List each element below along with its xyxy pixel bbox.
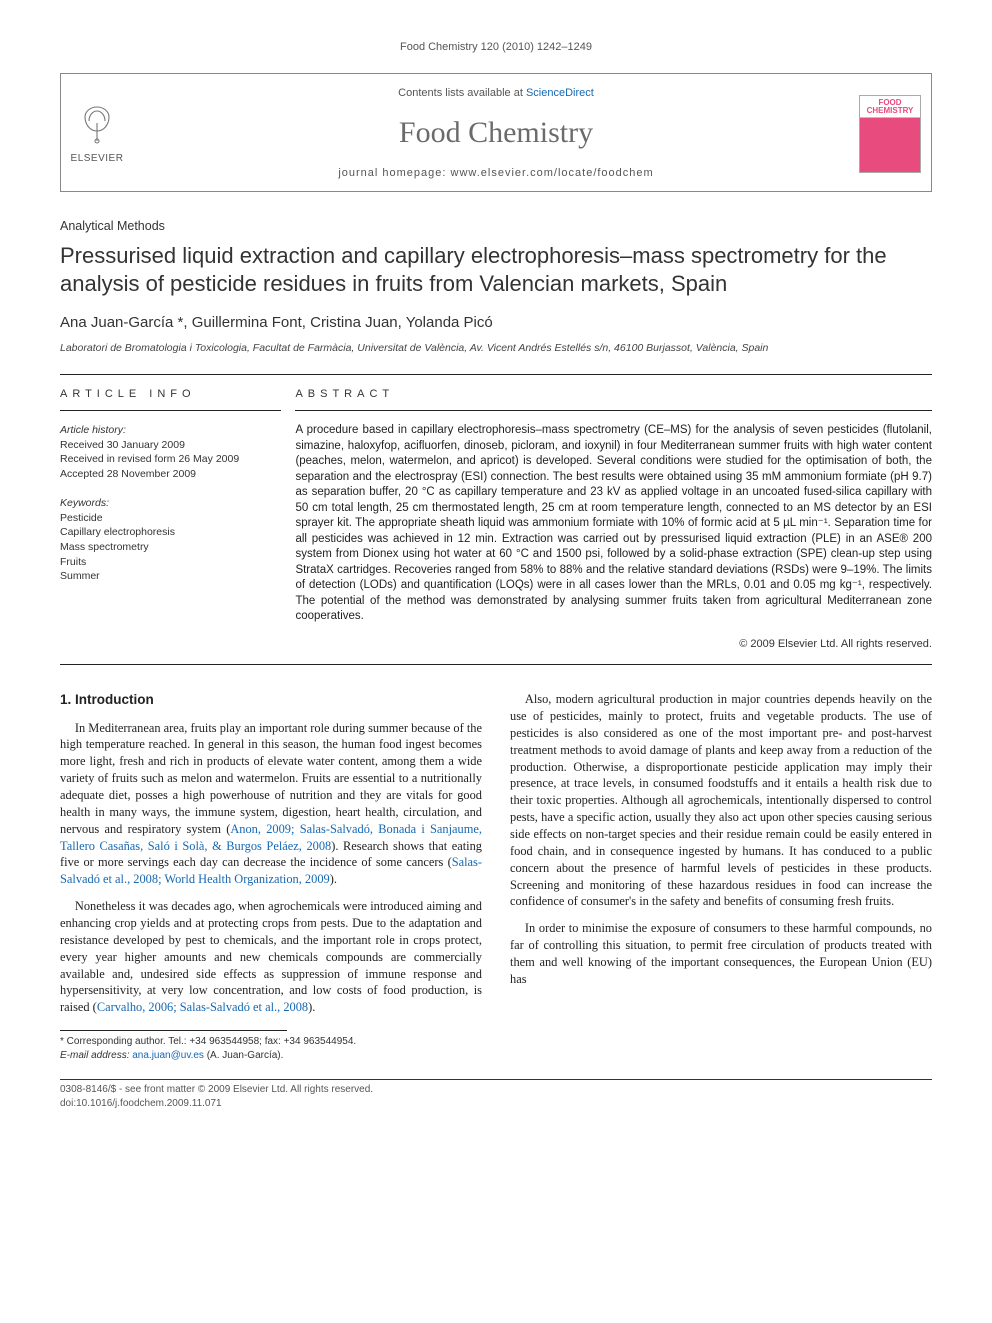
author-affiliation: Laboratori de Bromatologia i Toxicologia… (60, 341, 932, 356)
author-list: Ana Juan-García *, Guillermina Font, Cri… (60, 312, 932, 333)
article-section-label: Analytical Methods (60, 218, 932, 236)
journal-homepage-line: journal homepage: www.elsevier.com/locat… (133, 166, 859, 181)
text-run: Nonetheless it was decades ago, when agr… (60, 899, 482, 1014)
email-suffix: (A. Juan-García). (204, 1050, 283, 1061)
history-revised: Received in revised form 26 May 2009 (60, 452, 281, 467)
footnote-contact: * Corresponding author. Tel.: +34 963544… (60, 1035, 932, 1049)
email-label: E-mail address: (60, 1050, 132, 1061)
citation-link[interactable]: Carvalho, 2006; Salas-Salvadó et al., 20… (97, 1000, 308, 1014)
footnote-rule (60, 1030, 287, 1031)
corresponding-author-footnote: * Corresponding author. Tel.: +34 963544… (60, 1035, 932, 1063)
author-email-link[interactable]: ana.juan@uv.es (132, 1050, 204, 1061)
keywords-block: Keywords: Pesticide Capillary electropho… (60, 496, 281, 584)
abstract-column: ABSTRACT A procedure based in capillary … (295, 375, 932, 664)
history-received: Received 30 January 2009 (60, 438, 281, 453)
footer-doi: doi:10.1016/j.foodchem.2009.11.071 (60, 1097, 932, 1111)
keyword-item: Fruits (60, 555, 281, 570)
text-run: ). (330, 872, 337, 886)
history-label: Article history: (60, 423, 281, 438)
intro-paragraph: Also, modern agricultural production in … (510, 691, 932, 910)
text-run: ). (308, 1000, 315, 1014)
journal-masthead: ELSEVIER Contents lists available at Sci… (60, 73, 932, 192)
footer-metadata: 0308-8146/$ - see front matter © 2009 El… (60, 1083, 932, 1111)
contents-available-line: Contents lists available at ScienceDirec… (133, 86, 859, 101)
publisher-name: ELSEVIER (69, 152, 125, 166)
intro-paragraph: In order to minimise the exposure of con… (510, 920, 932, 987)
footer-rule (60, 1079, 932, 1080)
sciencedirect-link[interactable]: ScienceDirect (526, 87, 594, 99)
article-info-heading: ARTICLE INFO (60, 387, 281, 411)
footer-front-matter: 0308-8146/$ - see front matter © 2009 El… (60, 1083, 932, 1097)
contents-prefix: Contents lists available at (398, 87, 526, 99)
article-info-column: ARTICLE INFO Article history: Received 3… (60, 375, 295, 664)
section-heading-introduction: 1. Introduction (60, 691, 482, 709)
text-run: In Mediterranean area, fruits play an im… (60, 721, 482, 836)
history-accepted: Accepted 28 November 2009 (60, 467, 281, 482)
journal-title: Food Chemistry (133, 112, 859, 154)
abstract-copyright: © 2009 Elsevier Ltd. All rights reserved… (295, 637, 932, 652)
keyword-item: Mass spectrometry (60, 540, 281, 555)
publisher-logo: ELSEVIER (61, 101, 133, 166)
running-header: Food Chemistry 120 (2010) 1242–1249 (60, 40, 932, 55)
abstract-text: A procedure based in capillary electroph… (295, 423, 932, 625)
journal-center: Contents lists available at ScienceDirec… (133, 86, 859, 181)
homepage-url: www.elsevier.com/locate/foodchem (451, 167, 654, 179)
cover-label: FOOD CHEMISTRY (860, 99, 920, 116)
elsevier-tree-icon (69, 101, 125, 152)
keyword-item: Capillary electrophoresis (60, 525, 281, 540)
keyword-item: Summer (60, 569, 281, 584)
journal-cover-thumbnail: FOOD CHEMISTRY (859, 95, 921, 173)
authors-text: Ana Juan-García *, Guillermina Font, Cri… (60, 314, 493, 331)
keywords-label: Keywords: (60, 496, 281, 511)
abstract-heading: ABSTRACT (295, 387, 932, 411)
intro-paragraph: Nonetheless it was decades ago, when agr… (60, 898, 482, 1016)
body-text-columns: 1. Introduction In Mediterranean area, f… (60, 691, 932, 1016)
article-history-block: Article history: Received 30 January 200… (60, 423, 281, 482)
homepage-prefix: journal homepage: (338, 167, 450, 179)
keyword-item: Pesticide (60, 511, 281, 526)
footnote-email-line: E-mail address: ana.juan@uv.es (A. Juan-… (60, 1049, 932, 1063)
article-title: Pressurised liquid extraction and capill… (60, 242, 932, 298)
info-abstract-block: ARTICLE INFO Article history: Received 3… (60, 374, 932, 665)
intro-paragraph: In Mediterranean area, fruits play an im… (60, 720, 482, 889)
